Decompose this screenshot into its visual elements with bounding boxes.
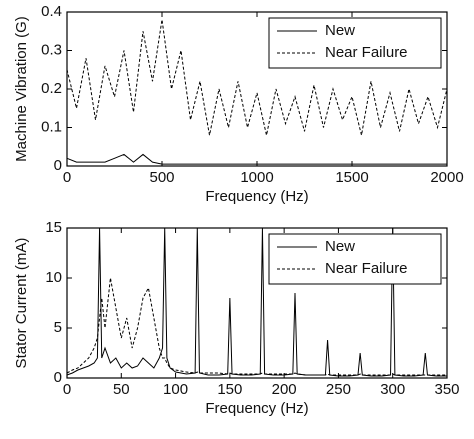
x-tick-label: 350	[434, 381, 459, 398]
x-tick-label: 500	[149, 169, 174, 186]
x-tick-label: 1500	[335, 169, 368, 186]
y-tick-label: 10	[45, 269, 62, 286]
y-tick-label: 0	[54, 157, 62, 174]
y-tick-label: 0	[54, 369, 62, 386]
y-tick-label: 5	[54, 319, 62, 336]
x-axis-label: Frequency (Hz)	[205, 400, 308, 417]
legend-label: Near Failure	[325, 44, 408, 61]
x-axis-label: Frequency (Hz)	[205, 188, 308, 205]
legend-label: Near Failure	[325, 260, 408, 277]
x-tick-label: 200	[272, 381, 297, 398]
data-line	[66, 227, 447, 377]
y-axis-label: Stator Current (mA)	[13, 238, 30, 369]
legend-label: New	[325, 238, 355, 255]
data-line	[66, 19, 448, 136]
y-axis-label: Machine Vibration (G)	[13, 16, 30, 162]
x-tick-label: 1000	[240, 169, 273, 186]
y-tick-label: 0.2	[41, 80, 62, 97]
x-tick-label: 150	[217, 381, 242, 398]
y-tick-label: 15	[45, 219, 62, 236]
legend-box	[268, 233, 442, 285]
x-tick-label: 250	[326, 381, 351, 398]
legend-box	[268, 17, 442, 69]
data-line	[66, 277, 447, 376]
x-tick-label: 2000	[430, 169, 463, 186]
y-tick-label: 0.4	[41, 3, 62, 20]
y-tick-label: 0.3	[41, 41, 62, 58]
legend-label: New	[325, 22, 355, 39]
x-tick-label: 100	[163, 381, 188, 398]
y-tick-label: 0.1	[41, 118, 62, 135]
x-tick-label: 50	[113, 381, 130, 398]
x-tick-label: 300	[380, 381, 405, 398]
plot-frame	[66, 227, 448, 379]
x-tick-label: 0	[63, 381, 71, 398]
x-tick-label: 0	[63, 169, 71, 186]
